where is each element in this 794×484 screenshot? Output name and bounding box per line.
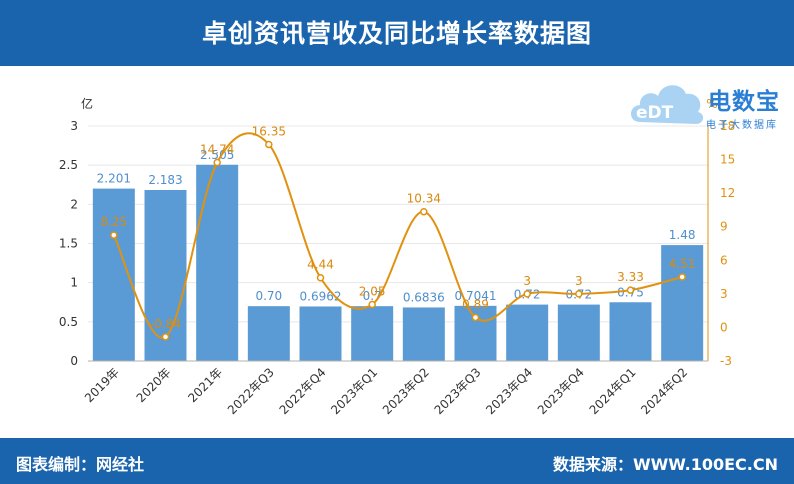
bar-value-label: 0.70 <box>255 289 282 303</box>
left-axis-tick-label: 0 <box>70 354 78 368</box>
x-axis-category-label: 2023年Q4 <box>483 365 535 417</box>
line-value-label: 16.35 <box>252 124 286 138</box>
logo-name: 电数宝 <box>708 89 780 115</box>
line-value-label: 10.34 <box>407 192 441 206</box>
logo: eDT <box>626 72 790 134</box>
cloud-logo-icon: eDT <box>631 85 704 124</box>
line-point <box>523 290 531 298</box>
line-value-label: 4.51 <box>669 257 696 271</box>
right-axis-tick-label: 15 <box>720 153 735 167</box>
line-point <box>213 158 221 167</box>
line-value-label: -0.84 <box>150 317 181 331</box>
bar <box>299 306 342 361</box>
right-axis-tick-label: 0 <box>720 320 728 334</box>
x-axis-category-label: 2023年Q2 <box>380 365 432 417</box>
bar-value-label: 1.48 <box>669 228 696 242</box>
bar <box>557 304 600 361</box>
logo-subtitle: 电子大数据库 <box>706 120 778 131</box>
left-axis-tick-label: 2 <box>70 197 78 211</box>
line-value-label: 0.89 <box>462 297 489 311</box>
bar <box>506 304 549 361</box>
left-axis-tick-label: 2.5 <box>59 158 78 172</box>
right-axis-tick-label: 3 <box>720 287 728 301</box>
bar <box>247 306 290 361</box>
bar-value-label: 2.201 <box>97 172 131 186</box>
line-point <box>678 273 686 281</box>
left-axis-unit: 亿 <box>81 96 93 111</box>
line-value-label: 4.44 <box>307 258 334 272</box>
left-axis-tick-label: 1 <box>70 276 78 290</box>
bar-value-label: 2.183 <box>148 173 182 187</box>
left-axis-tick-label: 1.5 <box>59 237 78 251</box>
line-value-label: 8.25 <box>100 215 127 229</box>
line-point <box>110 231 118 239</box>
x-axis-category-label: 2024年Q2 <box>638 365 690 417</box>
x-axis-category-label: 2023年Q1 <box>328 365 380 417</box>
right-axis-tick-label: -3 <box>720 354 732 368</box>
x-axis-category-label: 2021年 <box>185 365 225 405</box>
line-point <box>316 273 325 282</box>
line-point <box>161 333 170 341</box>
footer-bar: 图表编制：网经社 数据来源：WWW.100EC.CN <box>0 438 794 484</box>
bar <box>196 164 239 361</box>
header-bar: 卓创资讯营收及同比增长率数据图 <box>0 0 794 66</box>
bar <box>609 302 652 361</box>
left-axis-tick-label: 0.5 <box>59 315 78 329</box>
line-point <box>471 313 480 322</box>
line-point <box>265 140 273 149</box>
line-point <box>575 290 583 298</box>
footer-credit: 图表编制：网经社 <box>16 455 145 474</box>
svg-text:eDT: eDT <box>636 103 674 123</box>
line-value-label: 3 <box>575 274 583 288</box>
x-axis-category-label: 2023年Q4 <box>535 365 587 417</box>
bar <box>351 306 394 361</box>
line-value-label: 2.05 <box>359 284 386 298</box>
left-axis-tick-label: 3 <box>70 119 78 133</box>
line-value-label: 3.33 <box>617 270 644 284</box>
line-point <box>368 300 376 309</box>
right-axis-tick-label: 12 <box>720 186 735 200</box>
right-axis-tick-label: 9 <box>720 220 728 234</box>
line-point <box>420 207 428 216</box>
line-value-label: 14.74 <box>200 142 234 156</box>
page-title: 卓创资讯营收及同比增长率数据图 <box>201 19 592 48</box>
x-axis-category-label: 2022年Q3 <box>225 365 277 417</box>
line-point <box>626 286 635 294</box>
line-value-label: 3 <box>523 274 531 288</box>
x-axis-category-label: 2024年Q1 <box>587 365 639 417</box>
right-axis-tick-label: 6 <box>720 253 728 267</box>
bar-value-label: 0.6836 <box>403 290 445 304</box>
right-axis-tick-label: 18 <box>720 119 735 133</box>
bar <box>144 189 187 361</box>
x-axis-category-label: 2019年 <box>82 365 122 405</box>
footer-source: 数据来源：WWW.100EC.CN <box>552 455 778 474</box>
x-axis-category-label: 2020年 <box>134 365 174 405</box>
bar <box>661 245 704 361</box>
bar-value-label: 2.505 <box>200 148 234 162</box>
x-axis-category-label: 2022年Q4 <box>277 365 329 417</box>
right-axis-unit: % <box>706 97 717 111</box>
x-axis-category-label: 2023年Q3 <box>432 365 484 417</box>
bar <box>402 307 445 361</box>
